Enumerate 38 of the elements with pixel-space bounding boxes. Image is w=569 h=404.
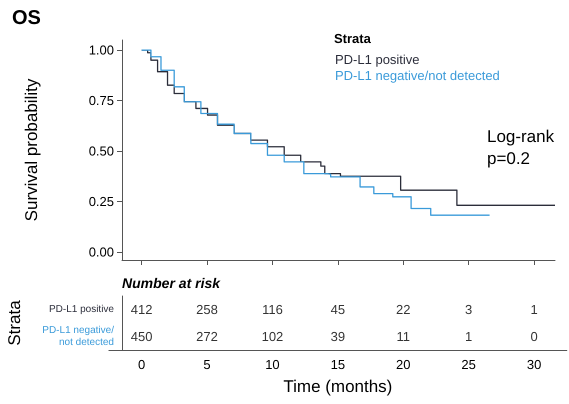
x-tick-label: 10 (265, 357, 280, 372)
chart-title: OS (12, 7, 41, 29)
y-tick-label: PD-L1 positive (48, 304, 114, 315)
data-label: 45 (330, 302, 346, 317)
data-label: 450 (130, 329, 152, 344)
x-tick-label: 30 (526, 357, 542, 372)
text: PD-L1 positive (335, 52, 420, 67)
y-tick-label: 0.00 (88, 244, 114, 260)
y-tick-label: 0.25 (88, 194, 114, 209)
y-tick-label: PD-L1 negative/not detected (42, 325, 114, 348)
annotation: p=0.2 (487, 149, 530, 168)
x-axis-title: Time (months) (283, 377, 392, 396)
data-label: 1 (530, 302, 538, 317)
data-label: 102 (262, 329, 284, 344)
y-axis-title: Strata (5, 300, 24, 346)
data-label: 22 (396, 302, 410, 317)
x-tick-label: 15 (330, 357, 346, 372)
x-tick-label: 25 (461, 357, 476, 372)
text: PD-L1 negative/not detected (335, 68, 500, 83)
data-label: 39 (330, 329, 346, 344)
chart-title: Number at risk (122, 275, 222, 291)
x-tick-label: 0 (138, 357, 146, 372)
data-label: 3 (465, 302, 472, 317)
data-label: 258 (196, 302, 218, 317)
data-label: 1 (465, 329, 472, 344)
annotation: Log-rank (487, 127, 555, 146)
x-tick-label: 20 (396, 357, 410, 372)
y-tick-label: 0.50 (88, 144, 114, 159)
data-label: 0 (530, 329, 538, 344)
data-label: 11 (396, 329, 410, 344)
y-tick-label: 0.75 (88, 93, 114, 108)
y-tick-label: 1.00 (88, 42, 114, 58)
x-tick-label: 5 (203, 357, 211, 372)
data-label: 272 (196, 329, 218, 344)
data-label: 412 (130, 302, 152, 317)
data-label: 116 (262, 302, 283, 317)
legend-title: Strata (334, 31, 372, 46)
y-axis-title: Survival probability (22, 78, 41, 222)
